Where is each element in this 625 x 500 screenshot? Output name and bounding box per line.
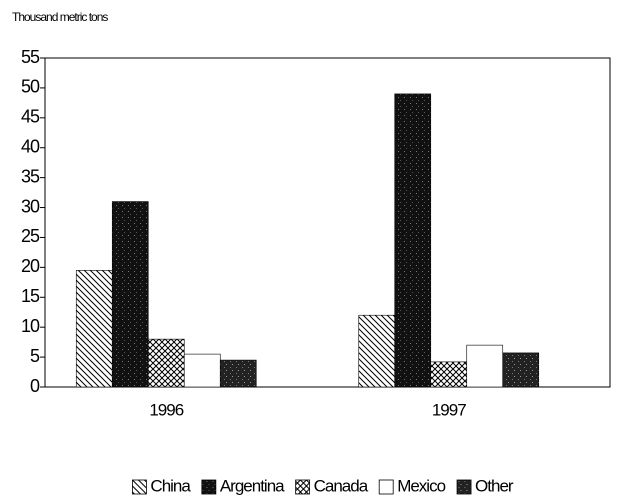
y-tick-label: 50 [21,77,40,97]
bar [183,353,221,388]
legend-swatch [456,479,472,495]
y-tick-label: 40 [21,136,40,156]
plot-frame [44,57,611,388]
bar [75,270,113,388]
legend: China Argentina Canada Mexico Other [132,476,515,495]
legend-label: Other [475,476,514,495]
bar [358,314,396,388]
legend-label: Argentina [220,476,285,495]
legend-swatch [132,479,147,495]
y-tick-label: 5 [30,346,40,366]
bar [466,344,504,388]
legend-label: China [150,476,191,495]
y-tick-label: 20 [21,256,40,276]
bar [147,338,185,388]
x-tick-label: 1997 [432,400,466,419]
bar [394,93,432,388]
y-tick-label: 15 [21,286,40,306]
y-tick-label: 45 [21,107,40,127]
y-tick-label: 30 [21,196,40,216]
y-tick-label: 25 [21,226,40,246]
y-tick-label: 0 [30,376,40,396]
legend-swatch [378,479,394,495]
legend-swatch [295,479,311,495]
legend-swatch [201,479,217,495]
y-tick-label: 55 [21,47,40,67]
y-tick-label: 35 [21,166,40,186]
legend-label: Mexico [397,476,445,495]
bar [502,352,540,388]
y-axis-label: Thousand metric tons [12,10,108,24]
bar [430,361,468,388]
legend-label: Canada [314,476,369,495]
x-tick-label: 1996 [149,400,183,419]
bar [111,201,149,388]
bar [219,359,257,388]
y-tick-label: 10 [21,316,40,336]
